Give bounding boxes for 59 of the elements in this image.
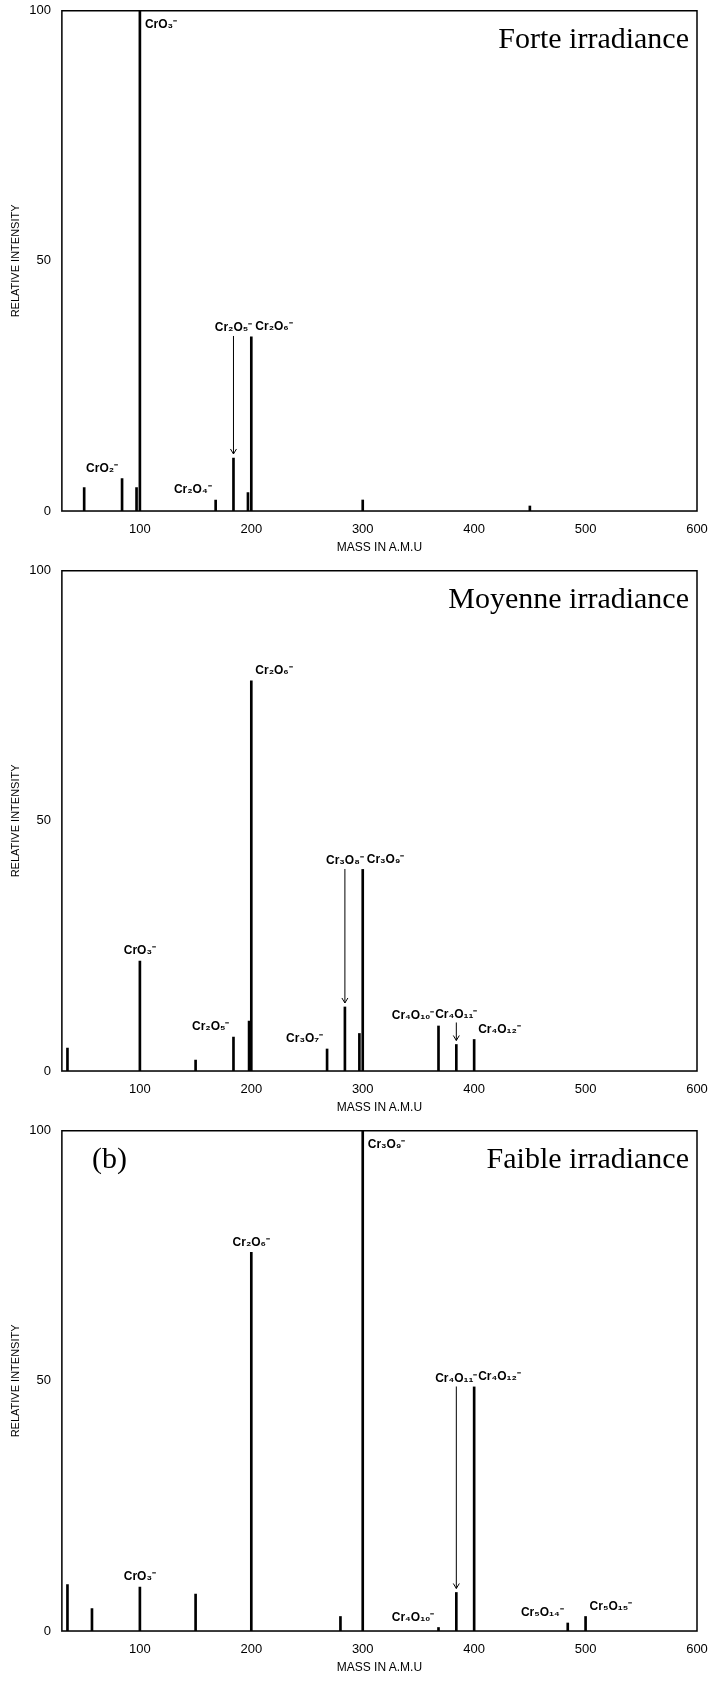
annotation: Cr₅O₁₅⁻: [589, 1598, 633, 1613]
x-tick-label: 600: [686, 1081, 708, 1097]
x-tick-label: 100: [129, 1641, 151, 1657]
y-tick-label: 100: [29, 1122, 51, 1138]
annotation: Cr₂O₄⁻: [173, 482, 212, 497]
x-tick-label: 300: [351, 1081, 374, 1097]
y-tick-label: 50: [36, 1372, 51, 1388]
x-tick-label: 400: [463, 1081, 486, 1097]
annotation: CrO₃⁻: [144, 17, 178, 32]
y-tick-label: 0: [43, 1062, 51, 1078]
x-tick-label: 500: [574, 521, 597, 537]
annotation: Cr₄O₁₀⁻: [391, 1609, 435, 1624]
annotation: CrO₃⁻: [123, 1569, 156, 1584]
x-tick-label: 400: [463, 1641, 486, 1657]
annotation: Cr₃O₈⁻: [325, 853, 364, 868]
annotation: Cr₄O₁₁⁻: [435, 1370, 478, 1385]
x-tick-label: 300: [351, 521, 374, 537]
x-tick-label: 500: [574, 1081, 597, 1097]
annotation: Cr₂O₆⁻: [255, 319, 293, 334]
y-axis-title: RELATIVE INTENSITY: [8, 763, 21, 878]
x-tick-label: 300: [351, 1641, 374, 1657]
chart-title: Faible irradiance: [486, 1140, 689, 1174]
x-tick-label: 100: [129, 521, 151, 537]
annotation: Cr₃O₇⁻: [286, 1031, 324, 1046]
annotation: Cr₂O₆⁻: [232, 1234, 271, 1249]
chart-title: Forte irradiance: [498, 20, 689, 54]
x-tick-label: 600: [686, 521, 708, 537]
chart-title: Moyenne irradiance: [448, 580, 689, 614]
y-tick-label: 50: [36, 812, 51, 828]
annotation: (b): [91, 1140, 127, 1175]
annotation: Cr₄O₁₂⁻: [478, 1369, 521, 1384]
x-tick-label: 200: [240, 521, 263, 537]
x-tick-label: 200: [240, 1641, 263, 1657]
annotation: Cr₂O₅⁻: [214, 320, 253, 335]
x-tick-label: 400: [463, 521, 486, 537]
y-tick-label: 100: [29, 2, 51, 18]
y-tick-label: 0: [43, 502, 51, 518]
y-axis-title: RELATIVE INTENSITY: [8, 203, 21, 318]
x-axis-title: MASS IN A.M.U: [336, 1100, 423, 1115]
annotation: Cr₂O₅⁻: [191, 1019, 230, 1034]
y-axis-title: RELATIVE INTENSITY: [8, 1323, 21, 1438]
annotation: Cr₅O₁₄⁻: [520, 1605, 564, 1620]
annotation: Cr₄O₁₁⁻: [435, 1006, 478, 1021]
annotation: CrO₃⁻: [123, 943, 156, 958]
x-tick-label: 600: [686, 1641, 708, 1657]
x-tick-label: 100: [129, 1081, 151, 1097]
annotation: Cr₄O₁₀⁻: [391, 1008, 435, 1023]
x-tick-label: 200: [240, 1081, 263, 1097]
x-tick-label: 500: [574, 1641, 597, 1657]
annotation: Cr₃O₉⁻: [366, 851, 405, 866]
annotation: Cr₂O₆⁻: [255, 663, 293, 678]
annotation: Cr₃O₉⁻: [367, 1137, 406, 1152]
y-tick-label: 0: [43, 1622, 51, 1638]
annotation: CrO₂⁻: [86, 460, 119, 475]
x-axis-title: MASS IN A.M.U: [336, 1660, 423, 1675]
y-tick-label: 100: [29, 562, 51, 578]
x-axis-title: MASS IN A.M.U: [336, 540, 423, 555]
y-tick-label: 50: [36, 252, 51, 268]
annotation: Cr₄O₁₂⁻: [478, 1021, 521, 1036]
